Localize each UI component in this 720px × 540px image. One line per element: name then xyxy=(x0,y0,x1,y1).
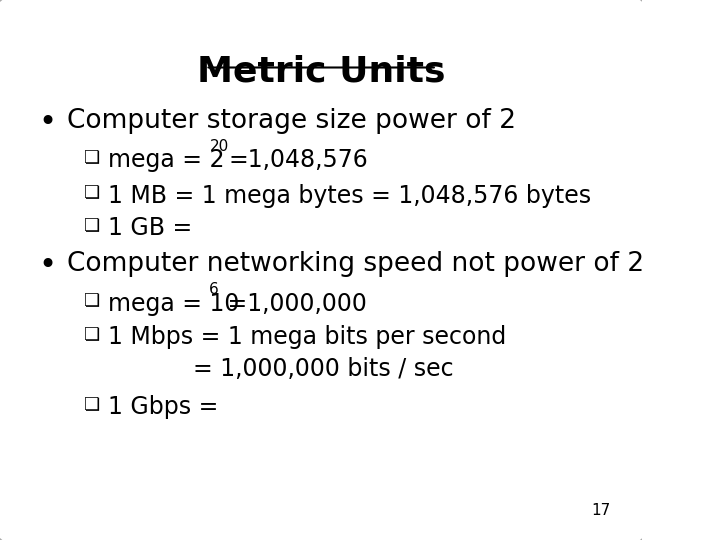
Text: 17: 17 xyxy=(591,503,610,518)
Text: Computer storage size power of 2: Computer storage size power of 2 xyxy=(68,108,516,134)
Text: =1,048,576: =1,048,576 xyxy=(228,148,368,172)
Text: ❏: ❏ xyxy=(84,395,99,413)
Text: Computer networking speed not power of 2: Computer networking speed not power of 2 xyxy=(68,251,644,277)
Text: mega = 2: mega = 2 xyxy=(108,148,225,172)
Text: 1 Gbps =: 1 Gbps = xyxy=(108,395,218,419)
Text: •: • xyxy=(39,108,57,137)
Text: mega = 10: mega = 10 xyxy=(108,292,239,315)
Text: Metric Units: Metric Units xyxy=(197,54,446,88)
Text: 1 Mbps = 1 mega bits per second: 1 Mbps = 1 mega bits per second xyxy=(108,325,506,349)
Text: 20: 20 xyxy=(210,139,229,154)
Text: ❏: ❏ xyxy=(84,216,99,234)
Text: ❏: ❏ xyxy=(84,184,99,201)
Text: •: • xyxy=(39,251,57,280)
Text: 1 MB = 1 mega bytes = 1,048,576 bytes: 1 MB = 1 mega bytes = 1,048,576 bytes xyxy=(108,184,591,207)
Text: ❏: ❏ xyxy=(84,325,99,343)
Text: =1,000,000: =1,000,000 xyxy=(220,292,366,315)
Text: ❏: ❏ xyxy=(84,148,99,166)
Text: 6: 6 xyxy=(209,282,218,298)
FancyBboxPatch shape xyxy=(0,0,649,540)
Text: 1 GB =: 1 GB = xyxy=(108,216,192,240)
Text: = 1,000,000 bits / sec: = 1,000,000 bits / sec xyxy=(193,357,454,381)
Text: ❏: ❏ xyxy=(84,292,99,309)
